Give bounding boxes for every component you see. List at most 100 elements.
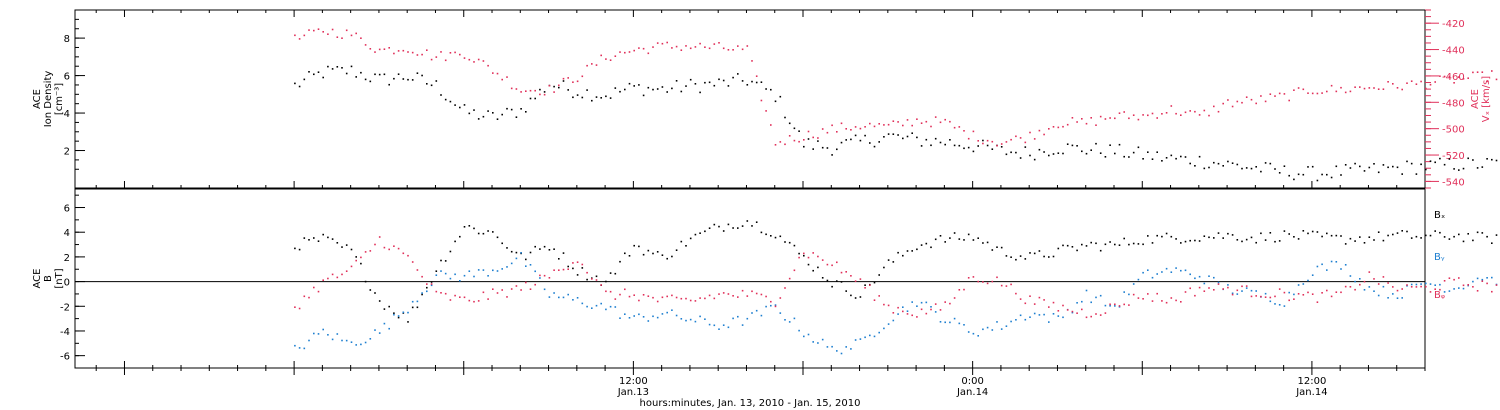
data-point (652, 315, 654, 318)
data-point (1453, 168, 1455, 170)
data-point (949, 321, 951, 324)
data-point (727, 293, 730, 295)
data-point (1297, 238, 1300, 240)
data-point (996, 276, 998, 279)
data-point (1142, 243, 1144, 246)
data-point (1354, 280, 1356, 283)
data-point (1434, 230, 1436, 232)
data-point (1283, 305, 1286, 307)
series-Bₓ (294, 220, 1498, 323)
data-point (1180, 301, 1182, 303)
data-point (477, 232, 480, 235)
data-point (1448, 238, 1451, 240)
data-point (1132, 283, 1135, 285)
data-point (449, 52, 452, 54)
data-point (473, 300, 475, 303)
data-point (515, 88, 518, 90)
data-point (704, 230, 706, 233)
data-point (1005, 285, 1008, 287)
data-point (949, 139, 951, 141)
data-point (906, 313, 909, 315)
data-point (1382, 276, 1385, 278)
data-point (350, 341, 353, 343)
data-point (1057, 310, 1060, 312)
data-point (411, 300, 414, 303)
data-point (605, 58, 607, 60)
data-point (1344, 91, 1347, 94)
data-point (1264, 239, 1267, 241)
data-point (699, 232, 701, 234)
data-point (482, 115, 485, 118)
data-point (487, 275, 489, 277)
data-point (986, 326, 989, 329)
data-point (1066, 244, 1069, 247)
data-point (1208, 236, 1210, 239)
data-point (496, 72, 499, 75)
data-point (854, 134, 857, 137)
data-point (699, 315, 701, 318)
data-point (1019, 314, 1022, 317)
data-point (883, 303, 885, 306)
data-point (1467, 233, 1469, 235)
data-point (722, 292, 725, 294)
data-point (1387, 282, 1389, 284)
data-point (807, 130, 810, 133)
data-point (1311, 293, 1314, 295)
data-point (468, 270, 471, 272)
data-point (1062, 244, 1064, 247)
data-point (798, 329, 800, 332)
data-point (770, 300, 772, 303)
data-point (345, 339, 348, 342)
velocity-axis-label: ACEVₓ [km/s] (1470, 76, 1492, 122)
data-point (1038, 296, 1041, 299)
data-point (1095, 142, 1097, 145)
data-point (482, 269, 485, 271)
data-point (704, 318, 706, 320)
data-point (1128, 117, 1130, 120)
data-point (407, 51, 409, 53)
data-point (463, 296, 466, 299)
data-point (817, 266, 819, 269)
data-point (949, 302, 951, 305)
data-point (1359, 86, 1361, 88)
data-point (1156, 151, 1158, 153)
data-point (1048, 154, 1050, 157)
data-point (1321, 263, 1323, 266)
data-point (958, 238, 961, 240)
data-point (831, 264, 833, 267)
data-point (553, 269, 555, 271)
data-point (821, 259, 824, 261)
data-point (1293, 293, 1295, 296)
data-point (1486, 277, 1488, 279)
data-point (378, 332, 381, 334)
data-point (925, 138, 928, 141)
data-point (426, 83, 428, 85)
data-point (1170, 297, 1173, 299)
data-point (1194, 294, 1196, 297)
data-point (586, 64, 588, 67)
data-point (553, 292, 555, 294)
data-point (341, 246, 343, 248)
data-point (1278, 304, 1281, 306)
data-point (722, 47, 725, 50)
data-point (746, 84, 749, 86)
data-point (1340, 174, 1342, 176)
data-point (982, 242, 984, 244)
data-point (1231, 162, 1234, 164)
data-point (1420, 163, 1422, 166)
data-point (1062, 152, 1064, 155)
data-point (967, 277, 970, 279)
data-point (388, 47, 390, 49)
data-point (708, 323, 711, 326)
data-point (473, 61, 475, 63)
data-point (322, 328, 324, 331)
data-point (774, 305, 777, 308)
data-point (1024, 318, 1027, 321)
data-point (426, 49, 428, 51)
data-point (930, 308, 932, 311)
data-point (1349, 275, 1352, 277)
data-point (345, 29, 348, 32)
data-point (1043, 255, 1045, 258)
data-point (934, 311, 937, 313)
data-point (897, 306, 899, 309)
